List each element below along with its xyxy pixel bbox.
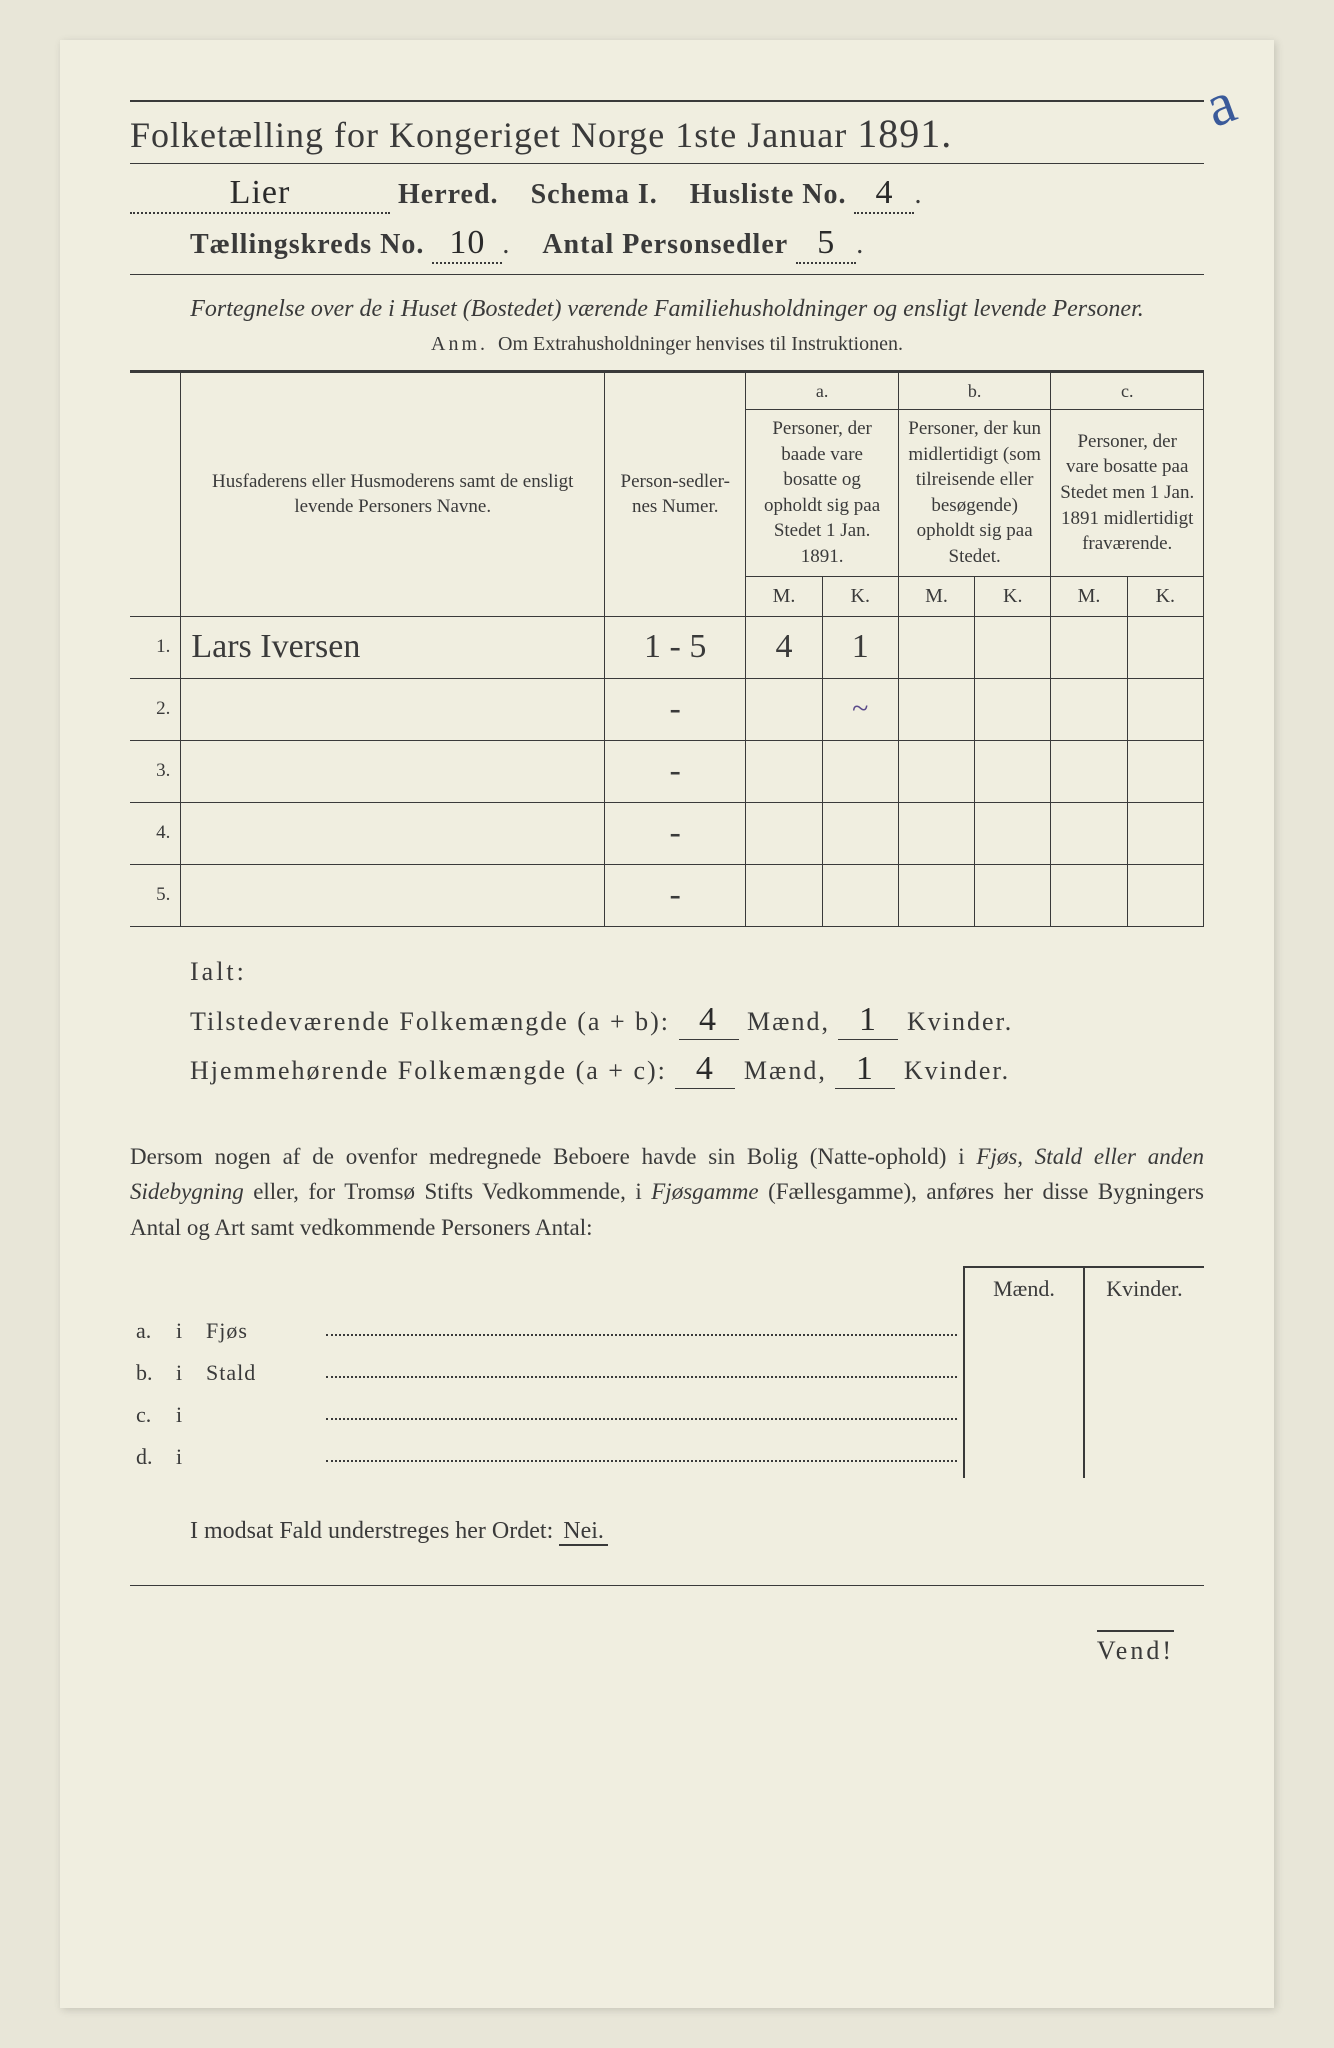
col-a: Personer, der baade vare bosatte og opho… bbox=[746, 409, 899, 576]
total-ab-k: 1 bbox=[859, 1001, 878, 1039]
col-a-k: K. bbox=[822, 576, 898, 616]
subtitle: Fortegnelse over de i Huset (Bostedet) v… bbox=[130, 293, 1204, 327]
col-c: Personer, der vare bosatte paa Stedet me… bbox=[1051, 409, 1204, 576]
col-b-m: M. bbox=[898, 576, 974, 616]
col-c-m: M. bbox=[1051, 576, 1127, 616]
total-ac-k: 1 bbox=[856, 1050, 875, 1088]
col-a-top: a. bbox=[746, 371, 899, 409]
title-year: 1891. bbox=[857, 111, 952, 156]
table-row: 3.- bbox=[130, 740, 1204, 802]
totals-block: Ialt: Tilstedeværende Folkemængde (a + b… bbox=[130, 957, 1204, 1089]
husliste-value: 4 bbox=[875, 174, 893, 212]
col-name: Husfaderens eller Husmoderens samt de en… bbox=[181, 371, 605, 616]
table-row: 5.- bbox=[130, 864, 1204, 926]
anm-label: Anm. bbox=[431, 333, 488, 355]
total-ac-m: 4 bbox=[696, 1050, 715, 1088]
turn-over: Vend! bbox=[130, 1636, 1204, 1666]
antal-value: 5 bbox=[817, 224, 835, 262]
household-table: Husfaderens eller Husmoderens samt de en… bbox=[130, 370, 1204, 927]
side-head-m: Mænd. bbox=[964, 1267, 1084, 1310]
side-head-k: Kvinder. bbox=[1084, 1267, 1204, 1310]
main-title: Folketælling for Kongeriget Norge 1ste J… bbox=[130, 100, 1204, 164]
outbuilding-table: Mænd. Kvinder. a.iFjøsb.iStaldc.id.i bbox=[130, 1266, 1204, 1478]
divider bbox=[130, 1585, 1204, 1586]
outbuilding-row: b.iStald bbox=[130, 1352, 1204, 1394]
col-num: Person-sedler-nes Numer. bbox=[605, 371, 746, 616]
total-ab-m: 4 bbox=[699, 1001, 718, 1039]
header-line-3: Tællingskreds No. 10. Antal Personsedler… bbox=[130, 224, 1204, 264]
table-row: 2.-~ bbox=[130, 678, 1204, 740]
antal-label: Antal Personsedler bbox=[542, 229, 788, 260]
anm-text: Om Extrahusholdninger henvises til Instr… bbox=[498, 333, 903, 355]
total-row-present: Tilstedeværende Folkemængde (a + b): 4 M… bbox=[190, 1001, 1204, 1040]
ialt-label: Ialt: bbox=[190, 957, 1204, 987]
herred-value: Lier bbox=[230, 174, 291, 212]
outbuilding-paragraph: Dersom nogen af de ovenfor medregnede Be… bbox=[130, 1139, 1204, 1246]
col-c-top: c. bbox=[1051, 371, 1204, 409]
col-c-k: K. bbox=[1127, 576, 1203, 616]
divider bbox=[130, 274, 1204, 275]
col-b-k: K. bbox=[975, 576, 1051, 616]
schema-label: Schema I. bbox=[531, 179, 658, 210]
modsat-line: I modsat Fald understreges her Ordet: Ne… bbox=[190, 1518, 1204, 1545]
kreds-value: 10 bbox=[449, 224, 485, 262]
outbuilding-row: c.i bbox=[130, 1394, 1204, 1436]
husliste-label: Husliste No. bbox=[690, 179, 847, 210]
annotation-line: Anm. Om Extrahusholdninger henvises til … bbox=[130, 333, 1204, 356]
table-row: 4.- bbox=[130, 802, 1204, 864]
herred-label: Herred. bbox=[398, 179, 499, 210]
col-a-m: M. bbox=[746, 576, 822, 616]
census-form-page: a Folketælling for Kongeriget Norge 1ste… bbox=[60, 40, 1274, 2008]
outbuilding-row: d.i bbox=[130, 1436, 1204, 1478]
outbuilding-row: a.iFjøs bbox=[130, 1310, 1204, 1352]
col-b: Personer, der kun midlertidigt (som tilr… bbox=[898, 409, 1051, 576]
header-line-2: Lier Herred. Schema I. Husliste No. 4. bbox=[130, 174, 1204, 214]
title-text: Folketælling for Kongeriget Norge 1ste J… bbox=[130, 115, 847, 155]
table-row: 1.Lars Iversen1 - 541 bbox=[130, 616, 1204, 678]
col-b-top: b. bbox=[898, 371, 1051, 409]
kreds-label: Tællingskreds No. bbox=[190, 229, 424, 260]
total-row-resident: Hjemmehørende Folkemængde (a + c): 4 Mæn… bbox=[190, 1050, 1204, 1089]
nei-word: Nei. bbox=[559, 1518, 608, 1546]
